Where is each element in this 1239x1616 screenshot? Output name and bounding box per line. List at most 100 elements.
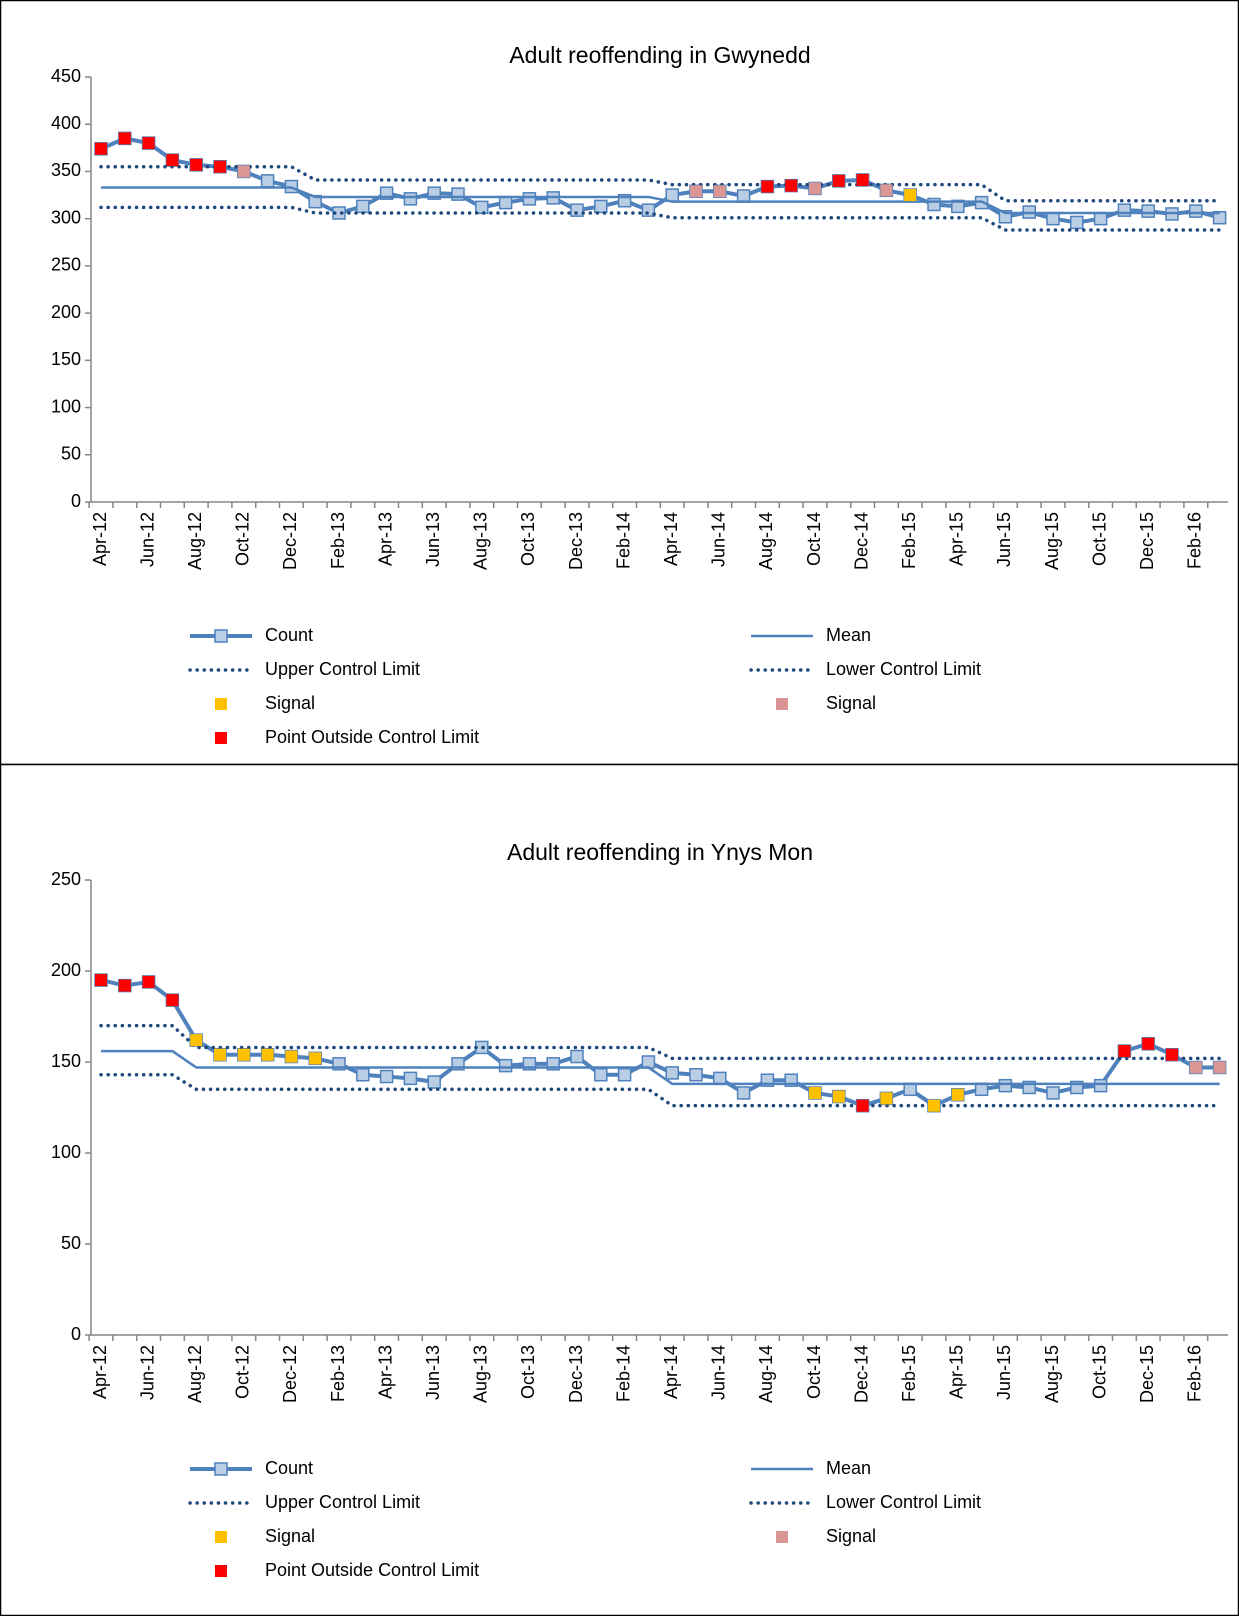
- legend-label: Point Outside Control Limit: [265, 1560, 479, 1580]
- marker: [761, 180, 774, 193]
- x-tick-label: Apr-14: [661, 1345, 681, 1399]
- x-tick-label: Oct-15: [1089, 1345, 1109, 1399]
- y-tick-label: 400: [51, 113, 81, 133]
- marker: [1141, 204, 1155, 218]
- x-tick-label: Aug-13: [471, 512, 491, 570]
- marker: [594, 1067, 608, 1082]
- marker: [190, 158, 203, 171]
- x-tick-label: Feb-14: [613, 512, 633, 569]
- x-tick-label: Jun-14: [709, 1345, 729, 1400]
- marker: [403, 192, 418, 206]
- marker: [594, 199, 608, 214]
- x-tick-label: Oct-15: [1089, 512, 1109, 566]
- x-tick-label: Aug-15: [1042, 512, 1062, 570]
- y-tick-label: 200: [51, 302, 81, 322]
- marker: [809, 182, 821, 195]
- marker: [1046, 211, 1060, 226]
- x-tick-label: Oct-12: [233, 512, 253, 566]
- legend-label: Lower Control Limit: [826, 1492, 981, 1512]
- x-tick-label: Feb-15: [899, 512, 919, 569]
- marker: [736, 189, 751, 203]
- x-tick-label: Jun-14: [709, 512, 729, 567]
- y-tick-label: 250: [51, 869, 81, 889]
- marker: [285, 1050, 298, 1063]
- x-tick-label: Apr-13: [375, 512, 395, 566]
- marker: [309, 1052, 322, 1065]
- legend-swatch: [214, 1462, 228, 1476]
- marker: [166, 154, 179, 167]
- marker: [214, 160, 226, 173]
- y-tick-label: 150: [51, 349, 81, 369]
- legend-label: Signal: [265, 693, 315, 713]
- x-tick-label: Dec-14: [851, 1345, 871, 1403]
- x-tick-label: Feb-13: [328, 512, 348, 569]
- marker: [1142, 1037, 1155, 1050]
- marker: [713, 185, 726, 198]
- legend-label: Signal: [265, 1526, 315, 1546]
- y-tick-label: 350: [51, 160, 81, 180]
- panel: [0, 0, 1239, 766]
- x-tick-label: Feb-14: [613, 1345, 633, 1402]
- marker: [690, 185, 702, 198]
- series-line: [99, 1072, 1222, 1108]
- marker: [118, 979, 131, 992]
- y-tick-label: 100: [51, 1142, 81, 1162]
- x-tick-label: Jun-13: [423, 1345, 443, 1400]
- marker: [260, 174, 275, 188]
- legend-swatch: [776, 698, 788, 710]
- x-tick-label: Feb-13: [328, 1345, 348, 1402]
- x-tick-label: Oct-14: [804, 512, 824, 566]
- marker: [498, 1058, 513, 1073]
- marker: [475, 200, 489, 215]
- marker: [665, 1066, 679, 1080]
- marker: [214, 1048, 226, 1061]
- x-tick-label: Apr-15: [947, 1345, 967, 1399]
- series-line: [99, 205, 1222, 232]
- series-line: [101, 186, 1220, 215]
- legend-swatch: [776, 1531, 788, 1543]
- legend-swatch: [215, 1531, 227, 1543]
- marker: [1189, 1061, 1202, 1074]
- legend-swatch: [215, 698, 227, 710]
- legend-label: Signal: [826, 1526, 876, 1546]
- x-tick-label: Dec-12: [280, 512, 300, 570]
- marker: [261, 1048, 274, 1061]
- marker: [356, 199, 370, 214]
- x-tick-label: Dec-15: [1137, 1345, 1157, 1403]
- marker: [1046, 1086, 1060, 1100]
- x-tick-label: Aug-13: [471, 1345, 491, 1403]
- legend-label: Upper Control Limit: [265, 1492, 420, 1512]
- y-tick-label: 0: [71, 491, 81, 511]
- marker: [928, 1099, 940, 1112]
- marker: [809, 1086, 821, 1099]
- marker: [1189, 204, 1203, 218]
- y-tick-label: 300: [51, 207, 81, 227]
- marker: [570, 1049, 584, 1064]
- chart-title: Adult reoffending in Gwynedd: [509, 42, 810, 68]
- marker: [190, 1034, 203, 1047]
- marker: [713, 1071, 727, 1086]
- marker: [951, 199, 965, 214]
- series-line: [99, 1023, 1222, 1061]
- marker: [1093, 211, 1108, 226]
- marker: [689, 1067, 703, 1082]
- series-line: [101, 1049, 1220, 1086]
- x-tick-label: Aug-14: [756, 512, 776, 570]
- x-tick-label: Jun-12: [137, 1345, 157, 1400]
- marker: [1213, 1061, 1226, 1074]
- marker: [904, 189, 917, 202]
- marker: [451, 187, 465, 201]
- x-tick-label: Apr-12: [90, 512, 110, 566]
- marker: [1093, 1078, 1108, 1093]
- marker: [142, 137, 155, 150]
- marker: [1166, 1048, 1178, 1061]
- marker: [903, 1082, 917, 1097]
- y-tick-label: 50: [61, 1233, 81, 1253]
- marker: [617, 1067, 632, 1082]
- series-line: [99, 164, 1222, 203]
- marker: [237, 165, 250, 178]
- marker: [856, 173, 869, 186]
- legend-label: Count: [265, 625, 313, 645]
- legend-swatch: [215, 1565, 227, 1577]
- marker: [142, 975, 155, 988]
